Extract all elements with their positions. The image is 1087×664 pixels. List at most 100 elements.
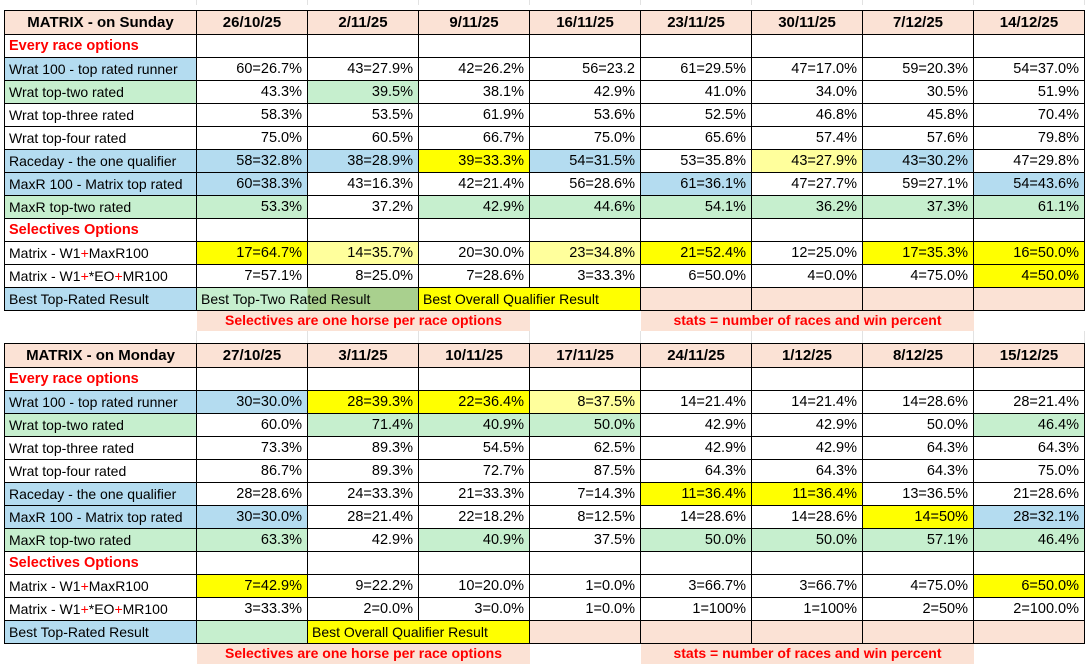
empty-cell[interactable] <box>530 552 641 575</box>
data-cell[interactable]: 89.3% <box>308 460 419 483</box>
data-cell[interactable]: 53.6% <box>530 104 641 127</box>
row-label[interactable]: Raceday - the one qualifier <box>5 483 197 506</box>
row-label[interactable]: Wrat top-four rated <box>5 127 197 150</box>
data-cell[interactable]: 13=36.5% <box>863 483 974 506</box>
data-cell[interactable]: 17=35.3% <box>863 242 974 265</box>
data-cell[interactable]: 79.8% <box>974 127 1085 150</box>
data-cell[interactable]: 63.3% <box>197 529 308 552</box>
empty-cell[interactable] <box>419 552 530 575</box>
data-cell[interactable]: 14=28.6% <box>641 506 752 529</box>
data-cell[interactable]: 87.5% <box>530 460 641 483</box>
data-cell[interactable]: 30=30.0% <box>197 391 308 414</box>
empty-cell[interactable] <box>752 368 863 391</box>
empty-cell[interactable] <box>863 368 974 391</box>
data-cell[interactable]: 56=23.2 <box>530 58 641 81</box>
data-cell[interactable]: 53=35.8% <box>641 150 752 173</box>
data-cell[interactable]: 42.9% <box>530 81 641 104</box>
empty-cell[interactable] <box>974 552 1085 575</box>
data-cell[interactable]: 43=30.2% <box>863 150 974 173</box>
empty-cell[interactable] <box>308 35 419 58</box>
data-cell[interactable]: 28=39.3% <box>308 391 419 414</box>
empty-result-cell[interactable] <box>752 288 863 311</box>
data-cell[interactable]: 16=50.0% <box>974 242 1085 265</box>
data-cell[interactable]: 54.5% <box>419 437 530 460</box>
data-cell[interactable]: 42.9% <box>641 437 752 460</box>
data-cell[interactable]: 46.4% <box>974 529 1085 552</box>
data-cell[interactable]: 21=52.4% <box>641 242 752 265</box>
data-cell[interactable]: 44.6% <box>530 196 641 219</box>
data-cell[interactable]: 42=21.4% <box>419 173 530 196</box>
empty-result-cell[interactable] <box>863 288 974 311</box>
data-cell[interactable]: 22=36.4% <box>419 391 530 414</box>
empty-result-cell[interactable] <box>974 621 1085 644</box>
data-cell[interactable]: 7=28.6% <box>419 265 530 288</box>
data-cell[interactable]: 57.4% <box>752 127 863 150</box>
data-cell[interactable]: 71.4% <box>308 414 419 437</box>
data-cell[interactable]: 42.9% <box>641 414 752 437</box>
empty-cell[interactable] <box>752 552 863 575</box>
data-cell[interactable]: 75.0% <box>530 127 641 150</box>
data-cell[interactable]: 54=37.0% <box>974 58 1085 81</box>
data-cell[interactable]: 4=50.0% <box>974 265 1085 288</box>
data-cell[interactable]: 14=35.7% <box>308 242 419 265</box>
data-cell[interactable]: 42.9% <box>419 196 530 219</box>
data-cell[interactable]: 57.6% <box>863 127 974 150</box>
data-cell[interactable]: 1=100% <box>641 598 752 621</box>
row-label[interactable]: Matrix - W1+MaxR100 <box>5 242 197 265</box>
empty-result-cell[interactable] <box>641 288 752 311</box>
row-label[interactable]: Raceday - the one qualifier <box>5 150 197 173</box>
empty-cell[interactable] <box>974 368 1085 391</box>
data-cell[interactable]: 1=0.0% <box>530 575 641 598</box>
empty-cell[interactable] <box>641 552 752 575</box>
empty-cell[interactable] <box>530 219 641 242</box>
data-cell[interactable]: 59=20.3% <box>863 58 974 81</box>
data-cell[interactable]: 37.3% <box>863 196 974 219</box>
data-cell[interactable]: 17=64.7% <box>197 242 308 265</box>
data-cell[interactable]: 45.8% <box>863 104 974 127</box>
date-header[interactable]: 3/11/25 <box>308 344 419 368</box>
data-cell[interactable]: 3=66.7% <box>641 575 752 598</box>
data-cell[interactable]: 50.0% <box>641 529 752 552</box>
data-cell[interactable]: 28=32.1% <box>974 506 1085 529</box>
data-cell[interactable]: 12=25.0% <box>752 242 863 265</box>
data-cell[interactable]: 6=50.0% <box>974 575 1085 598</box>
data-cell[interactable]: 28=21.4% <box>974 391 1085 414</box>
data-cell[interactable]: 40.9% <box>419 529 530 552</box>
data-cell[interactable]: 42=26.2% <box>419 58 530 81</box>
date-header[interactable]: 23/11/25 <box>641 11 752 35</box>
data-cell[interactable]: 60=38.3% <box>197 173 308 196</box>
data-cell[interactable]: 3=66.7% <box>752 575 863 598</box>
data-cell[interactable]: 28=28.6% <box>197 483 308 506</box>
empty-result-cell[interactable] <box>974 288 1085 311</box>
empty-cell[interactable] <box>197 368 308 391</box>
data-cell[interactable]: 41.0% <box>641 81 752 104</box>
data-cell[interactable]: 43=27.9% <box>752 150 863 173</box>
data-cell[interactable]: 60.5% <box>308 127 419 150</box>
data-cell[interactable]: 6=50.0% <box>641 265 752 288</box>
row-label[interactable]: Matrix - W1+*EO+MR100 <box>5 265 197 288</box>
data-cell[interactable]: 30=30.0% <box>197 506 308 529</box>
empty-cell[interactable] <box>530 368 641 391</box>
empty-cell[interactable] <box>308 552 419 575</box>
data-cell[interactable]: 43=27.9% <box>308 58 419 81</box>
data-cell[interactable]: 54=43.6% <box>974 173 1085 196</box>
data-cell[interactable]: 54.1% <box>641 196 752 219</box>
data-cell[interactable]: 42.9% <box>308 529 419 552</box>
row-label[interactable]: Wrat top-four rated <box>5 460 197 483</box>
section-label[interactable]: Selectives Options <box>5 552 197 575</box>
date-header[interactable]: 30/11/25 <box>752 11 863 35</box>
date-header[interactable]: 14/12/25 <box>974 11 1085 35</box>
data-cell[interactable]: 62.5% <box>530 437 641 460</box>
data-cell[interactable]: 50.0% <box>530 414 641 437</box>
data-cell[interactable]: 64.3% <box>863 437 974 460</box>
row-label[interactable]: Best Top-Rated Result <box>5 288 197 311</box>
row-label[interactable]: MaxR 100 - Matrix top rated <box>5 506 197 529</box>
data-cell[interactable]: 2=100.0% <box>974 598 1085 621</box>
empty-result-cell[interactable] <box>197 621 308 644</box>
data-cell[interactable]: 3=33.3% <box>530 265 641 288</box>
row-label[interactable]: Wrat top-three rated <box>5 437 197 460</box>
data-cell[interactable]: 10=20.0% <box>419 575 530 598</box>
row-label[interactable]: Wrat top-two rated <box>5 81 197 104</box>
date-header[interactable]: 16/11/25 <box>530 11 641 35</box>
best-result-cell[interactable]: Best Overall Qualifier Result <box>419 288 641 311</box>
